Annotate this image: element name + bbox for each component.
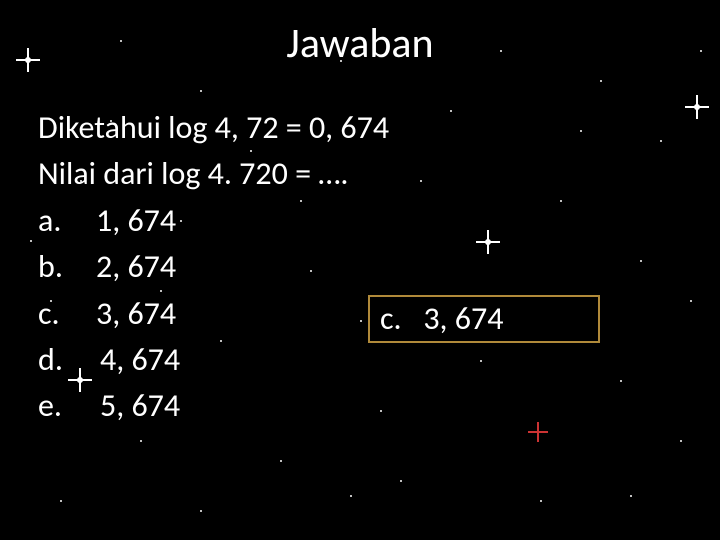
answer-highlight-box: c. 3, 674 bbox=[368, 295, 600, 343]
slide-content: Diketahui log 4, 72 = 0, 674 Nilai dari … bbox=[38, 105, 389, 430]
option-d: d. 4, 674 bbox=[38, 337, 389, 383]
question-line-1: Diketahui log 4, 72 = 0, 674 bbox=[38, 105, 389, 151]
option-a: a. 1, 674 bbox=[38, 198, 389, 244]
option-marker: b. bbox=[38, 244, 96, 290]
option-value: 5, 674 bbox=[100, 383, 180, 429]
answer-value: 3, 674 bbox=[423, 299, 503, 338]
option-value: 3, 674 bbox=[96, 291, 176, 337]
option-marker: c. bbox=[38, 291, 96, 337]
question-line-2: Nilai dari log 4. 720 = …. bbox=[38, 151, 389, 197]
option-e: e. 5, 674 bbox=[38, 383, 389, 429]
option-marker: a. bbox=[38, 198, 96, 244]
option-value: 4, 674 bbox=[100, 337, 180, 383]
option-value: 1, 674 bbox=[96, 198, 176, 244]
option-marker: d. bbox=[38, 337, 100, 383]
answer-marker: c. bbox=[380, 299, 402, 338]
option-b: b. 2, 674 bbox=[38, 244, 389, 290]
option-c: c. 3, 674 bbox=[38, 291, 389, 337]
option-marker: e. bbox=[38, 383, 100, 429]
slide-title: Jawaban bbox=[0, 18, 720, 69]
option-value: 2, 674 bbox=[96, 244, 176, 290]
